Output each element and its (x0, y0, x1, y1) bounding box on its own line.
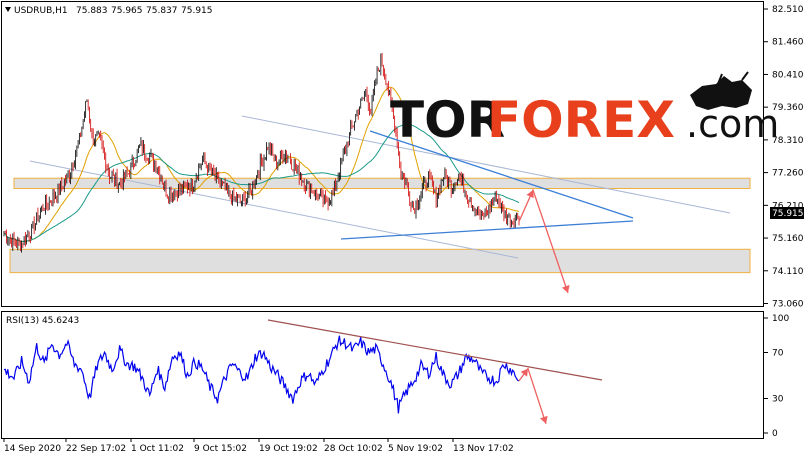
open-value: 75.883 (76, 6, 108, 16)
arrow-head-icon (561, 284, 570, 293)
rsi-line (3, 335, 520, 414)
channel-upper-line (241, 115, 731, 214)
triangle-lower-line (340, 220, 634, 240)
triangle-upper-line (369, 130, 634, 219)
current-price-label: 75.915 (772, 209, 804, 219)
rsi-header: RSI(13) 45.6243 (6, 316, 79, 326)
price-tick-label: 79.360 (772, 103, 804, 113)
arrow-head-icon (540, 415, 548, 424)
close-value: 75.915 (181, 6, 213, 16)
rsi-tick-label: 100 (772, 314, 789, 324)
rsi-axis: 100 70 30 0 (764, 314, 789, 439)
price-tick-label: 80.410 (772, 70, 804, 80)
triangle-lines (340, 130, 634, 240)
bull-bear-icon (690, 71, 752, 110)
rsi-tick-label: 30 (772, 395, 784, 405)
time-tick-label: 28 Oct 10:02 (324, 444, 383, 454)
price-tick-label: 76.210 (772, 201, 804, 211)
rsi-panel (1, 311, 764, 439)
time-tick-label: 5 Nov 19:02 (388, 444, 443, 454)
price-tick-label: 75.160 (772, 234, 804, 244)
moving-averages (3, 86, 520, 243)
channel-lines (29, 115, 731, 259)
ma-slow-line (3, 123, 520, 243)
logo-com: .com (686, 102, 779, 146)
price-tick-label: 77.260 (772, 169, 804, 179)
current-price-marker: 75.915 (770, 207, 804, 219)
rsi-forecast-arrows (518, 367, 548, 425)
price-tick-label: 81.460 (772, 38, 804, 48)
logo-tor: TOR (390, 91, 505, 149)
channel-lower-line (29, 160, 519, 259)
time-tick-label: 1 Oct 11:02 (131, 444, 184, 454)
high-value: 75.965 (111, 6, 143, 16)
time-tick-label: 9 Oct 15:02 (194, 444, 247, 454)
arrow-head-icon (526, 190, 534, 199)
candles (3, 53, 520, 253)
time-tick-label: 19 Oct 19:02 (259, 444, 318, 454)
rsi-tick-label: 0 (772, 429, 778, 439)
sr-zone (9, 248, 751, 274)
ma-fast-line (3, 86, 520, 243)
low-value: 75.837 (146, 6, 178, 16)
price-tick-label: 74.110 (772, 267, 804, 277)
rsi-tick-label: 70 (772, 349, 784, 359)
price-tick-label: 82.510 (772, 5, 804, 15)
time-tick-label: 13 Nov 17:02 (453, 444, 514, 454)
sr-zone (13, 177, 751, 190)
price-axis: 82.510 81.460 80.410 79.360 78.310 77.260 76.2… (764, 5, 804, 310)
dropdown-triangle-icon[interactable] (5, 7, 11, 12)
torforex-logo: TOR FOREX .com (390, 71, 779, 149)
price-header: USDRUB,H1 75.883 75.965 75.837 75.915 (5, 6, 213, 16)
support-resistance-zones (9, 177, 751, 274)
rsi-series (3, 335, 520, 414)
time-tick-label: 14 Sep 2020 (4, 444, 61, 454)
time-axis: 14 Sep 2020 22 Sep 17:02 1 Oct 11:02 9 Oct … (3, 438, 514, 454)
time-tick-label: 22 Sep 17:02 (66, 444, 126, 454)
arrow-head-icon (520, 368, 528, 377)
symbol-label: USDRUB,H1 (14, 6, 68, 16)
rsi-trend-line (267, 319, 603, 381)
price-forecast-arrows (518, 188, 570, 294)
logo-forex: FOREX (487, 91, 675, 149)
price-tick-label: 78.310 (772, 136, 804, 146)
price-tick-label: 73.060 (772, 300, 804, 310)
